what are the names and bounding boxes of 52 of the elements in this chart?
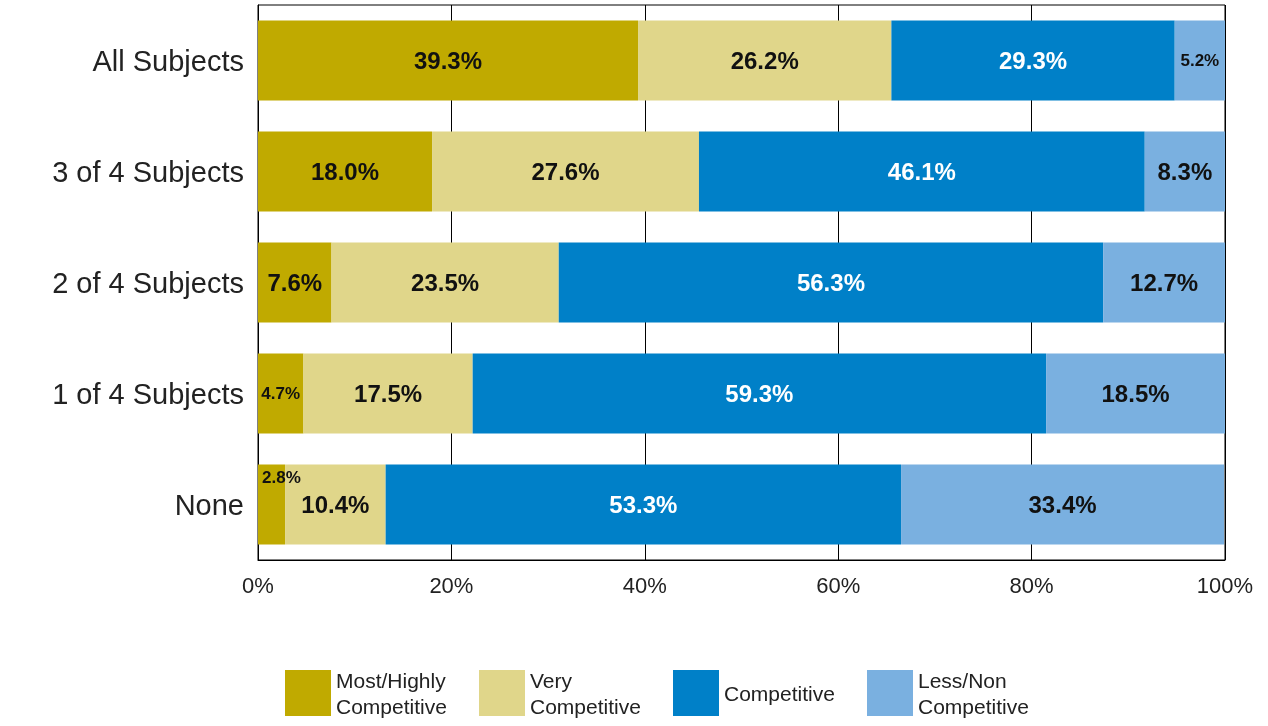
bar [258,353,304,434]
x-tick-label: 20% [429,572,474,598]
data-label: 33.4% [1028,491,1097,518]
bar [432,131,699,212]
bar [558,242,1104,323]
y-tick-label: All Subjects [92,44,244,77]
data-label: 27.6% [531,158,600,185]
bar [1103,242,1225,323]
data-label: 5.2% [1180,51,1220,70]
x-tick-label: 40% [622,572,667,598]
bar [331,242,559,323]
data-label: 18.5% [1101,380,1170,407]
bar [1144,131,1225,212]
bar [303,353,473,434]
bar [1046,353,1225,434]
data-label: 4.7% [261,384,301,403]
data-label: 59.3% [725,380,794,407]
data-label: 18.0% [311,158,380,185]
data-label: 46.1% [887,158,956,185]
legend-label: Competitive [724,681,835,705]
legend-label: Less/Non Competitive [918,668,1029,718]
legend-label: Very Competitive [530,668,641,718]
data-label: 26.2% [730,47,799,74]
data-label: 10.4% [301,491,370,518]
data-label: 23.5% [411,269,480,296]
bar [891,20,1175,101]
data-label: 53.3% [609,491,678,518]
x-tick-label: 100% [1196,572,1254,598]
bar [638,20,892,101]
data-label: 12.7% [1130,269,1199,296]
x-tick-label: 0% [242,572,274,598]
data-label: 29.3% [999,47,1068,74]
y-tick-label: None [174,488,244,521]
y-tick-label: 3 of 4 Subjects [52,155,244,188]
bar [698,131,1145,212]
bar [258,20,639,101]
bar [258,131,433,212]
data-label: 56.3% [796,269,865,296]
bar [1174,20,1225,101]
data-label: 39.3% [413,47,483,74]
x-tick-label: 80% [1009,572,1054,598]
bar [901,464,1225,545]
legend-label: Most/Highly Competitive [336,668,452,718]
x-tick-label: 60% [816,572,861,598]
y-tick-label: 1 of 4 Subjects [52,377,244,410]
bar [258,242,332,323]
bar [385,464,902,545]
data-label: 8.3% [1157,158,1213,185]
bar [472,353,1047,434]
y-tick-label: 2 of 4 Subjects [52,266,244,299]
data-label: 17.5% [354,380,423,407]
data-label: 7.6% [267,269,323,296]
